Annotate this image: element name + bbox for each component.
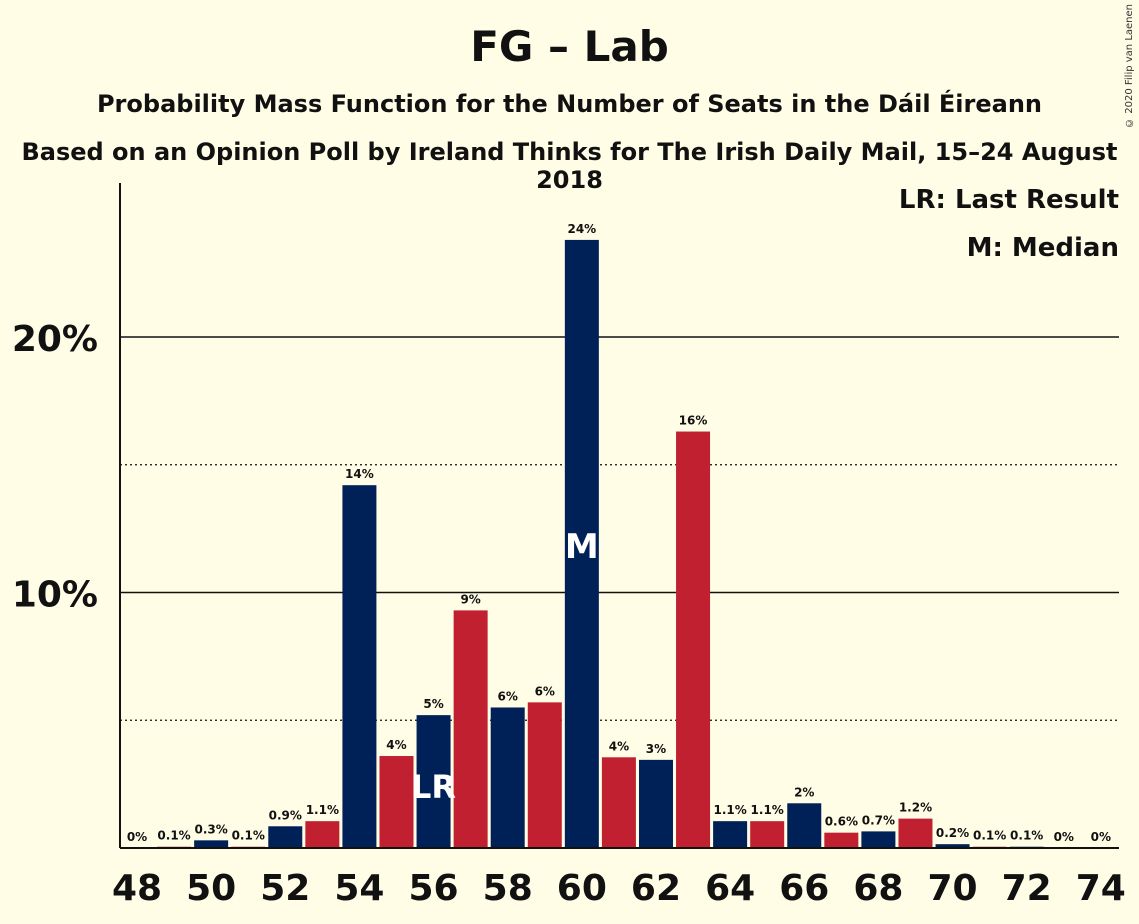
last-result-marker: LR	[411, 768, 456, 806]
bar-seat-69	[898, 818, 933, 848]
bar-seat-57	[453, 610, 488, 848]
bar-data-label: 0.7%	[862, 813, 895, 827]
bar-data-label: 6%	[535, 684, 555, 698]
bar-data-label: 5%	[423, 697, 443, 711]
bar-seat-53	[305, 821, 340, 848]
bar-data-label: 1.1%	[751, 803, 784, 817]
legend-last-result: LR: Last Result	[898, 185, 1119, 215]
bar-seat-65	[750, 821, 785, 848]
bar-seat-68	[861, 831, 896, 848]
bar-seat-63	[676, 431, 711, 848]
bar-seat-60	[564, 239, 599, 848]
bar-seat-66	[787, 803, 822, 848]
x-tick-label: 74	[1076, 868, 1126, 909]
bar-seat-67	[824, 832, 859, 848]
bar-seat-70	[935, 844, 970, 848]
bar-data-label: 0.1%	[157, 829, 190, 843]
y-tick-label: 10%	[12, 575, 98, 616]
bar-seat-50	[194, 840, 229, 848]
bar-data-label: 24%	[567, 222, 596, 236]
bar-data-label: 16%	[679, 414, 708, 428]
bar-seat-62	[638, 759, 673, 848]
chart-subtitle: Probability Mass Function for the Number…	[96, 90, 1043, 118]
bar-data-label: 0.1%	[973, 829, 1006, 843]
bar-data-label: 4%	[386, 738, 406, 752]
bar-seat-58	[490, 707, 525, 848]
bar-data-label: 0%	[1054, 830, 1074, 844]
bar-data-label: 0.1%	[1010, 829, 1043, 843]
x-tick-label: 62	[631, 868, 681, 909]
x-tick-label: 48	[112, 868, 162, 909]
bar-data-label: 1.2%	[899, 801, 932, 815]
bar-seat-61	[601, 757, 636, 848]
bar-data-label: 9%	[460, 592, 480, 606]
chart-source-line: Based on an Opinion Poll by Ireland Thin…	[21, 138, 1118, 194]
x-tick-label: 66	[779, 868, 829, 909]
bar-data-label: 0.9%	[269, 808, 302, 822]
bar-data-label: 0.6%	[825, 815, 858, 829]
x-tick-label: 60	[557, 868, 607, 909]
x-tick-label: 68	[853, 868, 903, 909]
x-tick-label: 72	[1002, 868, 1052, 909]
bar-data-label: 0.1%	[232, 829, 265, 843]
chart-title: FG – Lab	[470, 22, 669, 71]
bar-data-label: 1.1%	[306, 803, 339, 817]
bar-data-label: 1.1%	[713, 803, 746, 817]
x-tick-label: 64	[705, 868, 755, 909]
x-tick-label: 52	[260, 868, 310, 909]
bar-data-label: 2%	[794, 785, 814, 799]
bar-data-label: 4%	[609, 739, 629, 753]
bar-data-label: 0.2%	[936, 826, 969, 840]
bar-data-label: 14%	[345, 467, 374, 481]
bar-seat-56	[416, 715, 451, 848]
bar-seat-59	[527, 702, 562, 848]
x-tick-label: 54	[334, 868, 384, 909]
x-tick-label: 58	[483, 868, 533, 909]
bar-seat-54	[342, 485, 377, 848]
bar-data-label: 0%	[1091, 830, 1111, 844]
bar-seat-64	[713, 821, 748, 848]
bar-data-label: 0%	[127, 830, 147, 844]
bar-data-label: 0.3%	[194, 822, 227, 836]
legend-median: M: Median	[966, 233, 1119, 263]
x-tick-label: 50	[186, 868, 236, 909]
bar-data-label: 6%	[498, 689, 518, 703]
x-tick-label: 70	[927, 868, 977, 909]
bar-data-label: 3%	[646, 742, 666, 756]
bar-seat-52	[268, 826, 303, 848]
x-tick-label: 56	[409, 868, 459, 909]
y-tick-label: 20%	[12, 319, 98, 360]
bar-seat-55	[379, 756, 414, 848]
median-marker: M	[565, 527, 599, 567]
